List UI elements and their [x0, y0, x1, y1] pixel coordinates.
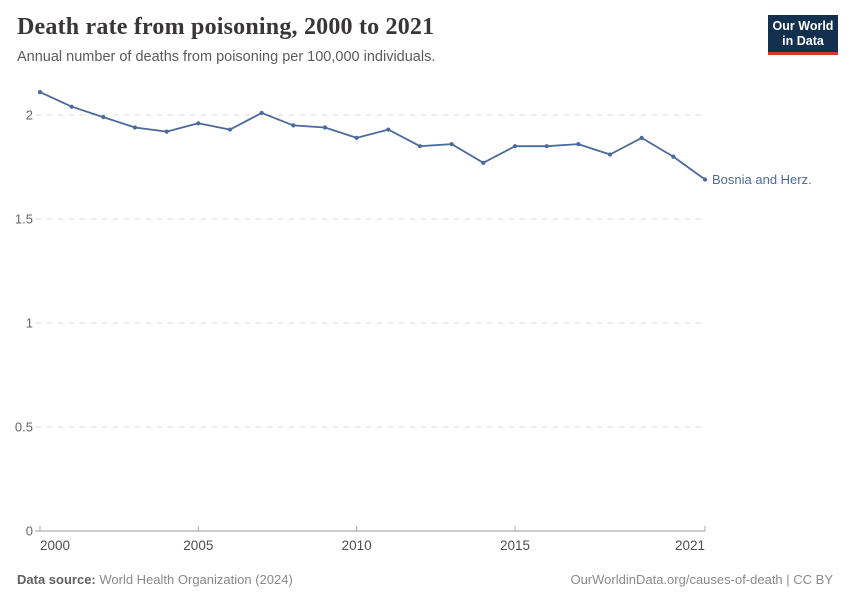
y-tick-label: 0 — [26, 524, 33, 539]
data-point — [702, 177, 708, 182]
data-point — [449, 142, 454, 147]
data-point — [354, 135, 359, 140]
line-chart: 0 0.5 1 1.5 2 2000 2005 2010 2015 2021 Bosnia and … — [15, 90, 812, 553]
data-point — [132, 125, 138, 130]
data-point — [164, 129, 169, 134]
data-point — [417, 144, 423, 149]
data-point — [291, 123, 296, 128]
y-tick-label: 1 — [26, 316, 33, 331]
owid-logo-line1: Our World — [772, 19, 834, 33]
x-tick-label: 2005 — [183, 538, 213, 553]
page-title: Death rate from poisoning, 2000 to 2021 — [17, 14, 435, 40]
owid-logo-line2: in Data — [782, 33, 824, 48]
data-point — [69, 104, 74, 109]
data-point — [386, 127, 391, 132]
x-tick-label: 2021 — [675, 538, 705, 553]
data-point — [639, 135, 644, 140]
data-point — [37, 90, 43, 95]
x-tick-label: 2010 — [342, 538, 372, 553]
series-end-label: Bosnia and Herz. — [712, 172, 812, 187]
data-point — [544, 144, 549, 149]
data-point — [101, 114, 106, 120]
data-point — [607, 152, 613, 157]
data-source-value: World Health Organization (2024) — [95, 572, 293, 587]
data-point — [576, 142, 581, 147]
data-point — [322, 125, 328, 130]
credit-link[interactable]: OurWorldinData.org/causes-of-death | CC … — [570, 572, 833, 587]
chart-subtitle: Annual number of deaths from poisoning p… — [17, 49, 436, 66]
chart-footer: Data source: World Health Organization (… — [17, 572, 833, 587]
data-line — [39, 91, 706, 181]
chart-header: Death rate from poisoning, 2000 to 2021 … — [17, 14, 750, 65]
y-tick-label: 2 — [26, 108, 33, 123]
data-point — [512, 144, 518, 149]
owid-logo: Our World in Data — [768, 15, 838, 55]
data-point — [671, 154, 676, 159]
data-source-label: Data source: — [17, 572, 96, 587]
y-tick-label: 0.5 — [15, 420, 33, 435]
data-point — [481, 160, 486, 165]
data-point — [196, 121, 201, 126]
x-tick-label: 2015 — [500, 538, 530, 553]
x-tick-label: 2000 — [40, 538, 70, 553]
data-source: Data source: World Health Organization (… — [17, 572, 293, 587]
data-point — [227, 127, 233, 132]
data-point — [259, 110, 264, 116]
y-tick-label: 1.5 — [15, 212, 33, 227]
